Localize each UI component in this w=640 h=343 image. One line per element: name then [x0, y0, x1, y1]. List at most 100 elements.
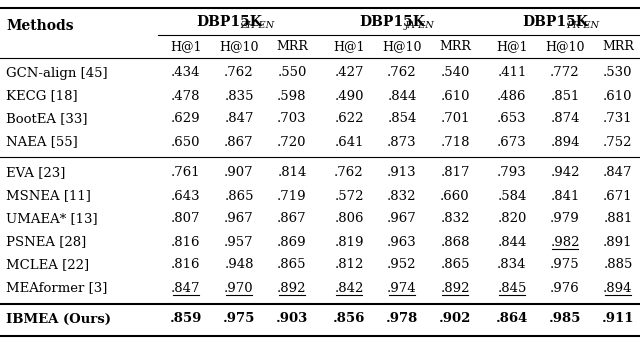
Text: IBMEA (Ours): IBMEA (Ours) [6, 312, 111, 326]
Text: .881: .881 [604, 213, 633, 225]
Text: .434: .434 [172, 67, 201, 80]
Text: .967: .967 [224, 213, 254, 225]
Text: NAEA [55]: NAEA [55] [6, 135, 77, 149]
Text: .806: .806 [334, 213, 364, 225]
Text: .653: .653 [497, 113, 527, 126]
Text: .762: .762 [334, 166, 364, 179]
Text: .834: .834 [497, 259, 527, 272]
Text: MRR: MRR [602, 40, 634, 54]
Text: .701: .701 [440, 113, 470, 126]
Text: Methods: Methods [6, 19, 74, 33]
Text: .650: .650 [172, 135, 201, 149]
Text: .911: .911 [602, 312, 634, 326]
Text: .820: .820 [497, 213, 527, 225]
Text: .978: .978 [386, 312, 418, 326]
Text: KECG [18]: KECG [18] [6, 90, 77, 103]
Text: .731: .731 [603, 113, 633, 126]
Text: H@1: H@1 [170, 40, 202, 54]
Text: .963: .963 [387, 236, 417, 248]
Text: .812: .812 [334, 259, 364, 272]
Text: .854: .854 [387, 113, 417, 126]
Text: .885: .885 [604, 259, 633, 272]
Text: UMAEA* [13]: UMAEA* [13] [6, 213, 98, 225]
Text: FR-EN: FR-EN [566, 22, 600, 31]
Text: .985: .985 [549, 312, 581, 326]
Text: .902: .902 [439, 312, 471, 326]
Text: .660: .660 [440, 189, 470, 202]
Text: .761: .761 [171, 166, 201, 179]
Text: .957: .957 [224, 236, 254, 248]
Text: DBP15K: DBP15K [196, 15, 262, 29]
Text: .478: .478 [172, 90, 201, 103]
Text: .913: .913 [387, 166, 417, 179]
Text: .610: .610 [604, 90, 633, 103]
Text: .970: .970 [224, 282, 254, 295]
Text: .718: .718 [440, 135, 470, 149]
Text: MSNEA [11]: MSNEA [11] [6, 189, 91, 202]
Text: H@1: H@1 [496, 40, 528, 54]
Text: .793: .793 [497, 166, 527, 179]
Text: .847: .847 [172, 282, 201, 295]
Text: .975: .975 [550, 259, 580, 272]
Text: .772: .772 [550, 67, 580, 80]
Text: .841: .841 [550, 189, 580, 202]
Text: .894: .894 [550, 135, 580, 149]
Text: GCN-align [45]: GCN-align [45] [6, 67, 108, 80]
Text: .819: .819 [334, 236, 364, 248]
Text: .865: .865 [224, 189, 253, 202]
Text: .865: .865 [277, 259, 307, 272]
Text: .816: .816 [172, 259, 201, 272]
Text: .869: .869 [277, 236, 307, 248]
Text: .847: .847 [224, 113, 253, 126]
Text: .865: .865 [440, 259, 470, 272]
Text: .530: .530 [604, 67, 633, 80]
Text: .979: .979 [550, 213, 580, 225]
Text: .719: .719 [277, 189, 307, 202]
Text: .975: .975 [223, 312, 255, 326]
Text: .673: .673 [497, 135, 527, 149]
Text: .851: .851 [550, 90, 580, 103]
Text: .807: .807 [172, 213, 201, 225]
Text: MRR: MRR [439, 40, 471, 54]
Text: .867: .867 [224, 135, 254, 149]
Text: .891: .891 [604, 236, 633, 248]
Text: .832: .832 [440, 213, 470, 225]
Text: .550: .550 [277, 67, 307, 80]
Text: .703: .703 [277, 113, 307, 126]
Text: .847: .847 [604, 166, 633, 179]
Text: .864: .864 [496, 312, 528, 326]
Text: .903: .903 [276, 312, 308, 326]
Text: .490: .490 [334, 90, 364, 103]
Text: .976: .976 [550, 282, 580, 295]
Text: .835: .835 [224, 90, 253, 103]
Text: EVA [23]: EVA [23] [6, 166, 65, 179]
Text: PSNEA [28]: PSNEA [28] [6, 236, 86, 248]
Text: .952: .952 [387, 259, 417, 272]
Text: ZH-EN: ZH-EN [240, 22, 274, 31]
Text: .643: .643 [171, 189, 201, 202]
Text: .610: .610 [440, 90, 470, 103]
Text: H@1: H@1 [333, 40, 365, 54]
Text: .844: .844 [387, 90, 417, 103]
Text: .907: .907 [224, 166, 254, 179]
Text: BootEA [33]: BootEA [33] [6, 113, 88, 126]
Text: .641: .641 [334, 135, 364, 149]
Text: .671: .671 [603, 189, 633, 202]
Text: DBP15K: DBP15K [522, 15, 588, 29]
Text: H@10: H@10 [382, 40, 422, 54]
Text: DBP15K: DBP15K [359, 15, 425, 29]
Text: MCLEA [22]: MCLEA [22] [6, 259, 89, 272]
Text: MEAformer [3]: MEAformer [3] [6, 282, 108, 295]
Text: .832: .832 [387, 189, 417, 202]
Text: .873: .873 [387, 135, 417, 149]
Text: .540: .540 [440, 67, 470, 80]
Text: .720: .720 [277, 135, 307, 149]
Text: .874: .874 [550, 113, 580, 126]
Text: .752: .752 [604, 135, 633, 149]
Text: .867: .867 [277, 213, 307, 225]
Text: .817: .817 [440, 166, 470, 179]
Text: .894: .894 [604, 282, 633, 295]
Text: .762: .762 [224, 67, 254, 80]
Text: .845: .845 [497, 282, 527, 295]
Text: .622: .622 [334, 113, 364, 126]
